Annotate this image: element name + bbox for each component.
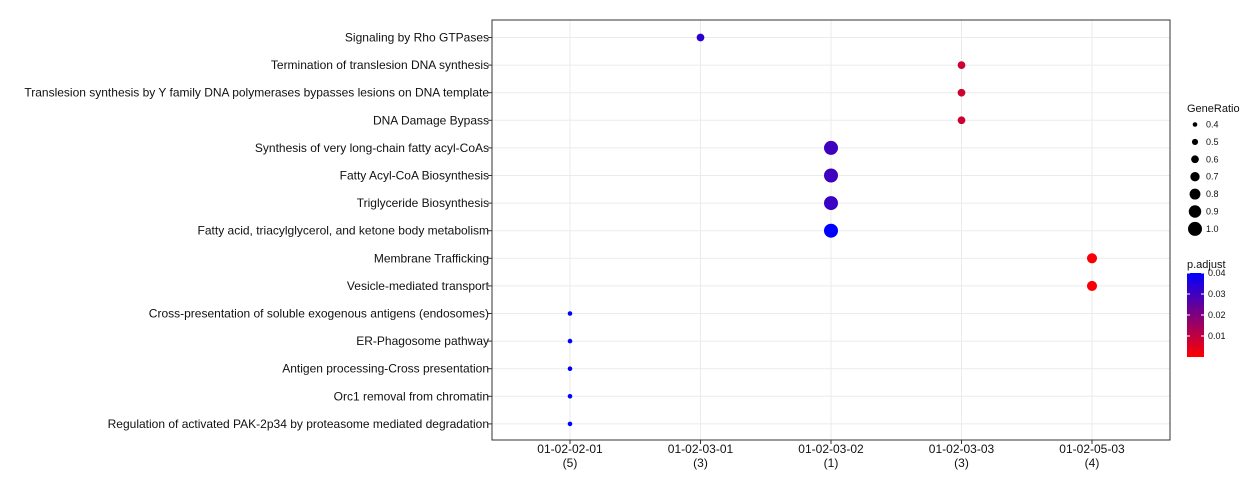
generatio-legend-key <box>1188 205 1202 218</box>
generatio-legend-label: 0.4 <box>1206 120 1219 130</box>
data-point <box>567 421 573 427</box>
data-point <box>957 61 966 69</box>
x-tick-label: 01-02-03-02 <box>798 442 864 456</box>
data-point <box>696 33 705 42</box>
generatio-legend-label: 0.7 <box>1206 172 1219 182</box>
generatio-legend-key <box>1190 172 1200 182</box>
data-points <box>567 33 1098 427</box>
x-tick-count-label: (1) <box>824 456 839 470</box>
x-tick-count-label: (3) <box>693 456 708 470</box>
generatio-legend-label: 0.8 <box>1206 189 1219 199</box>
p-adjust-tick-label: 0.01 <box>1208 331 1226 341</box>
generatio-legend-label: 0.9 <box>1206 207 1219 217</box>
generatio-legend: GeneRatio 0.4 0.5 0.6 0.7 0.8 0.9 1.0 <box>1187 103 1240 236</box>
x-tick-count-label: (3) <box>954 456 969 470</box>
y-tick-label: Translesion synthesis by Y family DNA po… <box>24 86 489 100</box>
x-tick-count-label: (5) <box>563 456 578 470</box>
generatio-legend-label: 1.0 <box>1206 224 1219 234</box>
axis-ticks <box>488 37 1093 444</box>
generatio-legend-label: 0.5 <box>1206 137 1219 147</box>
y-tick-label: Signaling by Rho GTPases <box>345 31 489 45</box>
data-point <box>824 140 838 155</box>
data-point <box>824 168 838 183</box>
y-tick-label: Vesicle-mediated transport <box>347 279 490 293</box>
p-adjust-legend: p.adjust 0.01 0.02 0.03 0.04 <box>1187 259 1226 357</box>
generatio-legend-key <box>1188 221 1202 236</box>
data-point <box>1086 253 1098 264</box>
data-point <box>1086 280 1098 291</box>
x-tick-label: 01-02-05-03 <box>1059 442 1125 456</box>
p-adjust-tick-label: 0.03 <box>1208 289 1226 299</box>
y-tick-label: ER-Phagosome pathway <box>356 334 489 348</box>
data-point <box>824 196 838 211</box>
y-tick-label: Antigen processing-Cross presentation <box>282 362 489 376</box>
generatio-legend-label: 0.6 <box>1206 154 1219 164</box>
y-tick-label: Orc1 removal from chromatin <box>334 389 489 403</box>
p-adjust-tick-label: 0.04 <box>1208 268 1226 278</box>
data-point <box>957 88 966 97</box>
y-tick-label: Termination of translesion DNA synthesis <box>271 58 489 72</box>
y-tick-label: Fatty Acyl-CoA Biosynthesis <box>340 169 489 183</box>
x-axis-labels: 01-02-02-01(5)01-02-03-01(3)01-02-03-02(… <box>537 442 1125 470</box>
data-point <box>824 223 838 238</box>
data-point <box>567 394 573 399</box>
p-adjust-tick-label: 0.02 <box>1208 310 1226 320</box>
data-point <box>567 338 573 344</box>
x-tick-label: 01-02-02-01 <box>537 442 603 456</box>
generatio-legend-key <box>1189 188 1201 200</box>
y-tick-label: Fatty acid, triacylglycerol, and ketone … <box>198 224 489 238</box>
x-tick-label: 01-02-03-03 <box>929 442 995 456</box>
data-point <box>567 311 573 316</box>
y-tick-label: Triglyceride Biosynthesis <box>357 196 489 210</box>
x-tick-count-label: (4) <box>1085 456 1100 470</box>
generatio-legend-key <box>1191 138 1199 145</box>
y-axis-labels: Signaling by Rho GTPases Termination of t… <box>24 31 489 431</box>
y-tick-label: Synthesis of very long-chain fatty acyl-… <box>255 141 489 155</box>
x-tick-label: 01-02-03-01 <box>668 442 734 456</box>
p-adjust-colorbar <box>1187 273 1204 357</box>
y-tick-label: Cross-presentation of soluble exogenous … <box>149 307 489 321</box>
data-point <box>567 366 573 372</box>
data-point <box>957 116 966 125</box>
y-tick-label: Regulation of activated PAK-2p34 by prot… <box>108 417 489 431</box>
generatio-legend-key <box>1191 155 1199 164</box>
generatio-legend-key <box>1192 122 1198 127</box>
y-tick-label: DNA Damage Bypass <box>373 113 489 127</box>
generatio-legend-title: GeneRatio <box>1187 103 1240 115</box>
p-adjust-legend-title: p.adjust <box>1187 259 1226 271</box>
y-tick-label: Membrane Trafficking <box>374 251 489 265</box>
